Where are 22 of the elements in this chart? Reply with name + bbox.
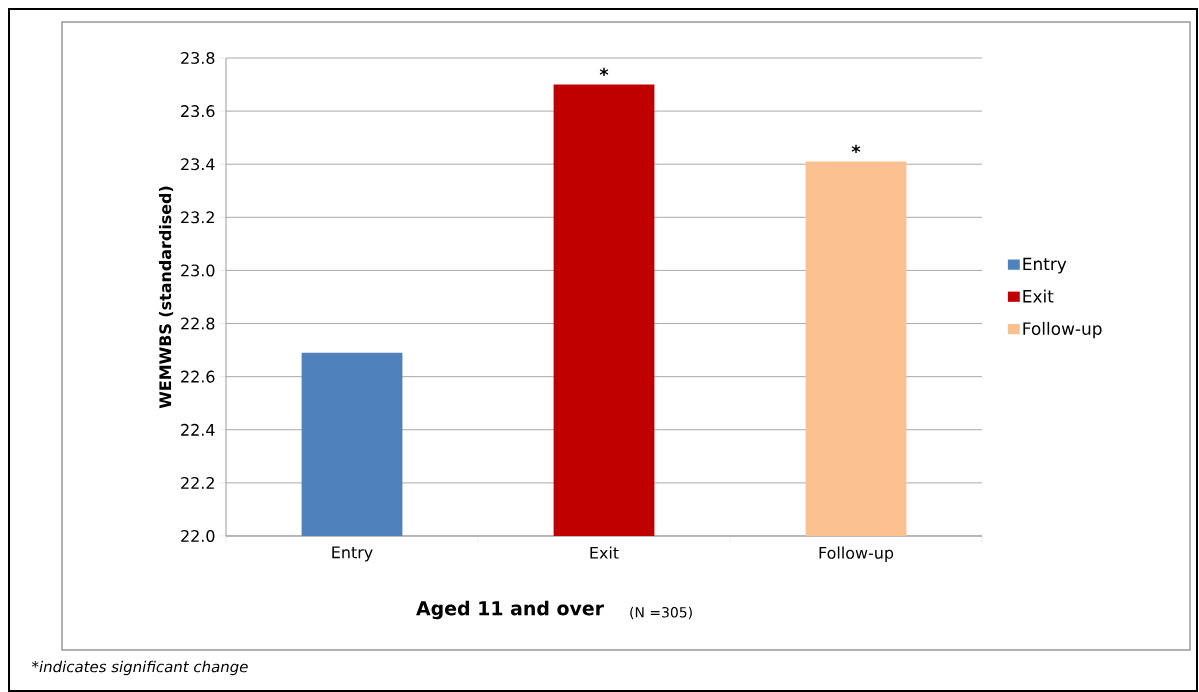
annotation: * bbox=[851, 144, 861, 154]
legend-label: Exit bbox=[1023, 289, 1054, 303]
y-tick-label: 23.4 bbox=[181, 158, 215, 171]
y-tick-label: 23.8 bbox=[181, 51, 215, 64]
y-tick-label: 22.8 bbox=[181, 317, 215, 330]
text: (N =305) bbox=[630, 606, 692, 620]
text: *indicates significant change bbox=[31, 660, 248, 676]
y-tick-label: 23.0 bbox=[181, 264, 215, 277]
y-tick-label: 22.0 bbox=[181, 529, 215, 543]
x-tick-label: Follow-up bbox=[819, 546, 894, 562]
y-tick-label: 22.6 bbox=[181, 370, 215, 383]
x-axis-title: Aged 11 and over bbox=[416, 600, 604, 620]
legend-label: Entry bbox=[1023, 257, 1067, 274]
y-tick-label: 23.6 bbox=[181, 105, 215, 118]
x-tick-label: Exit bbox=[590, 546, 619, 559]
annotation: * bbox=[599, 67, 609, 77]
legend-label: Follow-up bbox=[1023, 321, 1102, 339]
y-tick-label: 23.2 bbox=[181, 211, 214, 224]
y-tick-label: 22.4 bbox=[181, 423, 215, 436]
y-tick-label: 22.2 bbox=[181, 476, 214, 489]
y-axis-title: WEMWBS (standardised) bbox=[158, 186, 174, 409]
x-tick-label: Entry bbox=[332, 546, 373, 562]
